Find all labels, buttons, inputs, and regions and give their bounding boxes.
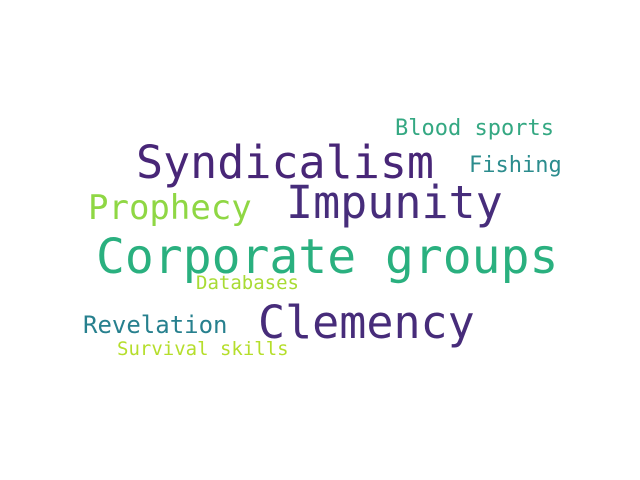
word-syndicalism: Syndicalism — [136, 136, 435, 189]
word-corporate-groups: Corporate groups — [96, 229, 559, 285]
word-impunity: Impunity — [286, 176, 503, 229]
word-fishing: Fishing — [469, 153, 562, 178]
word-revelation: Revelation — [83, 311, 228, 339]
word-clemency: Clemency — [258, 296, 475, 349]
word-prophecy: Prophecy — [88, 188, 252, 228]
word-blood-sports: Blood sports — [395, 116, 554, 141]
word-survival-skills: Survival skills — [117, 338, 289, 360]
word-databases: Databases — [196, 272, 299, 294]
